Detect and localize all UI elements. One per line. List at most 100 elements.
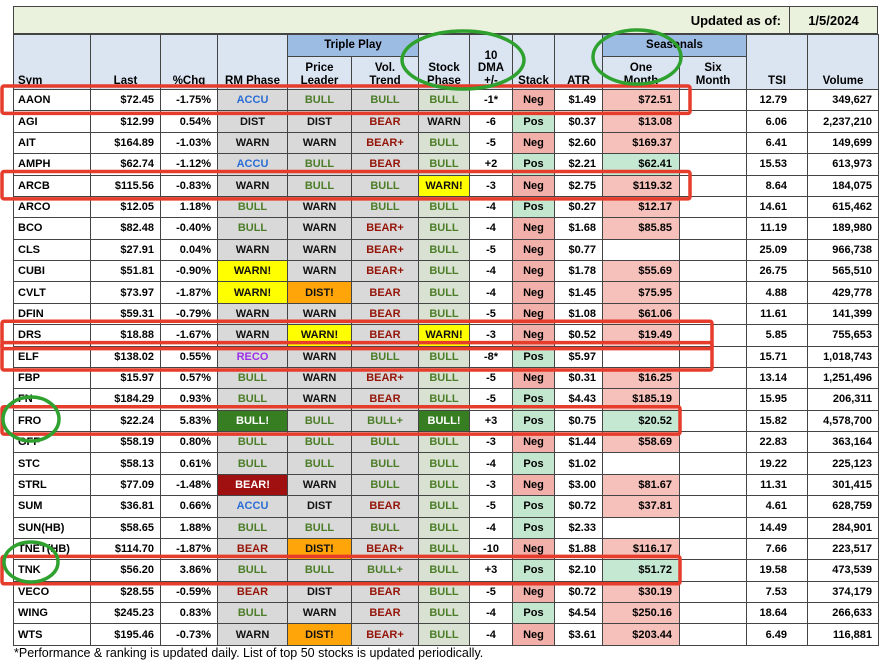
cell-last[interactable]: $12.05	[90, 195, 161, 219]
cell-stack[interactable]: Pos	[512, 495, 555, 518]
cell-one-month[interactable]: $16.25	[602, 366, 680, 390]
cell-stock-phase[interactable]: BULL	[418, 452, 470, 475]
cell-six-month[interactable]	[679, 580, 747, 604]
cell-price-leader[interactable]: WARN	[287, 601, 352, 625]
cell-price-leader[interactable]: DIST!	[287, 623, 352, 646]
cell-one-month[interactable]: $116.17	[602, 537, 680, 561]
cell-rm-phase[interactable]: WARN!	[217, 281, 288, 304]
cell-rm-phase[interactable]: BULL	[217, 601, 288, 625]
cell-vol-trend[interactable]: BEAR+	[351, 217, 419, 240]
cell-chg[interactable]: -1.75%	[160, 88, 218, 112]
cell-chg[interactable]: 1.88%	[160, 516, 218, 539]
cell-atr[interactable]: $1.44	[554, 430, 603, 454]
cell-one-month[interactable]	[602, 238, 680, 262]
cell-vol-trend[interactable]: BEAR	[351, 110, 419, 133]
cell-dma[interactable]: -5	[469, 580, 513, 604]
cell-last[interactable]: $184.29	[90, 388, 161, 411]
cell-dma[interactable]: -5	[469, 495, 513, 518]
cell-atr[interactable]: $1.49	[554, 88, 603, 112]
cell-rm-phase[interactable]: BULL	[217, 516, 288, 539]
cell-volume[interactable]: 565,510	[807, 259, 879, 283]
cell-stock-phase[interactable]: BULL	[418, 238, 470, 262]
cell-sym[interactable]: FBP	[13, 366, 91, 390]
cell-vol-trend[interactable]: BEAR	[351, 153, 419, 176]
cell-stack[interactable]: Neg	[512, 131, 555, 155]
cell-dma[interactable]: -8*	[469, 345, 513, 368]
cell-dma[interactable]: -4	[469, 259, 513, 283]
cell-chg[interactable]: -1.48%	[160, 473, 218, 497]
cell-dma[interactable]: -3	[469, 324, 513, 347]
cell-atr[interactable]: $2.75	[554, 174, 603, 197]
cell-rm-phase[interactable]: BULL	[217, 559, 288, 582]
updated-date-cell[interactable]: 1/5/2024	[789, 7, 877, 33]
cell-six-month[interactable]	[679, 345, 747, 368]
cell-tsi[interactable]: 5.85	[746, 324, 808, 347]
cell-tsi[interactable]: 11.61	[746, 302, 808, 326]
cell-rm-phase[interactable]: WARN	[217, 302, 288, 326]
cell-last[interactable]: $82.48	[90, 217, 161, 240]
cell-chg[interactable]: -1.87%	[160, 537, 218, 561]
cell-chg[interactable]: -0.90%	[160, 259, 218, 283]
cell-stack[interactable]: Neg	[512, 366, 555, 390]
cell-chg[interactable]: 0.55%	[160, 345, 218, 368]
cell-six-month[interactable]	[679, 388, 747, 411]
cell-tsi[interactable]: 15.53	[746, 153, 808, 176]
cell-dma[interactable]: -4	[469, 623, 513, 646]
cell-one-month[interactable]	[602, 345, 680, 368]
cell-chg[interactable]: -1.67%	[160, 324, 218, 347]
cell-stock-phase[interactable]: BULL!	[418, 409, 470, 433]
cell-last[interactable]: $115.56	[90, 174, 161, 197]
col-header-tsi[interactable]: TSI	[746, 34, 808, 90]
cell-sym[interactable]: ARCB	[13, 174, 91, 197]
cell-vol-trend[interactable]: BULL	[351, 195, 419, 219]
cell-stack[interactable]: Pos	[512, 559, 555, 582]
cell-stack[interactable]: Pos	[512, 452, 555, 475]
cell-chg[interactable]: 1.18%	[160, 195, 218, 219]
cell-vol-trend[interactable]: BULL	[351, 88, 419, 112]
cell-stock-phase[interactable]: BULL	[418, 430, 470, 454]
cell-volume[interactable]: 615,462	[807, 195, 879, 219]
cell-volume[interactable]: 149,699	[807, 131, 879, 155]
cell-vol-trend[interactable]: BULL+	[351, 559, 419, 582]
cell-rm-phase[interactable]: BEAR	[217, 537, 288, 561]
cell-rm-phase[interactable]: ACCU	[217, 495, 288, 518]
col-header-vol-trend[interactable]: Vol. Trend	[351, 56, 419, 90]
cell-price-leader[interactable]: DIST!	[287, 537, 352, 561]
cell-rm-phase[interactable]: BULL	[217, 452, 288, 475]
cell-volume[interactable]: 374,179	[807, 580, 879, 604]
cell-six-month[interactable]	[679, 259, 747, 283]
cell-tsi[interactable]: 15.71	[746, 345, 808, 368]
cell-volume[interactable]: 2,237,210	[807, 110, 879, 133]
cell-dma[interactable]: -6	[469, 110, 513, 133]
cell-sym[interactable]: FRO	[13, 409, 91, 433]
cell-last[interactable]: $138.02	[90, 345, 161, 368]
cell-last[interactable]: $58.65	[90, 516, 161, 539]
cell-dma[interactable]: -5	[469, 366, 513, 390]
cell-last[interactable]: $36.81	[90, 495, 161, 518]
cell-price-leader[interactable]: BULL	[287, 559, 352, 582]
cell-sym[interactable]: CLS	[13, 238, 91, 262]
cell-vol-trend[interactable]: BULL	[351, 516, 419, 539]
cell-stock-phase[interactable]: BULL	[418, 473, 470, 497]
cell-atr[interactable]: $1.02	[554, 452, 603, 475]
cell-chg[interactable]: -1.03%	[160, 131, 218, 155]
cell-one-month[interactable]: $169.37	[602, 131, 680, 155]
cell-chg[interactable]: 0.66%	[160, 495, 218, 518]
cell-rm-phase[interactable]: WARN	[217, 238, 288, 262]
cell-volume[interactable]: 189,980	[807, 217, 879, 240]
cell-vol-trend[interactable]: BEAR	[351, 302, 419, 326]
cell-stack[interactable]: Pos	[512, 195, 555, 219]
col-header-stack[interactable]: Stack	[512, 34, 555, 90]
cell-six-month[interactable]	[679, 601, 747, 625]
cell-vol-trend[interactable]: BEAR	[351, 388, 419, 411]
cell-volume[interactable]: 225,123	[807, 452, 879, 475]
cell-last[interactable]: $114.70	[90, 537, 161, 561]
cell-chg[interactable]: -0.83%	[160, 174, 218, 197]
cell-price-leader[interactable]: WARN	[287, 366, 352, 390]
cell-dma[interactable]: -4	[469, 516, 513, 539]
col-header-stock-phase[interactable]: Stock Phase	[418, 34, 470, 90]
cell-tsi[interactable]: 7.53	[746, 580, 808, 604]
cell-chg[interactable]: -0.59%	[160, 580, 218, 604]
cell-sym[interactable]: BCO	[13, 217, 91, 240]
cell-volume[interactable]: 613,973	[807, 153, 879, 176]
